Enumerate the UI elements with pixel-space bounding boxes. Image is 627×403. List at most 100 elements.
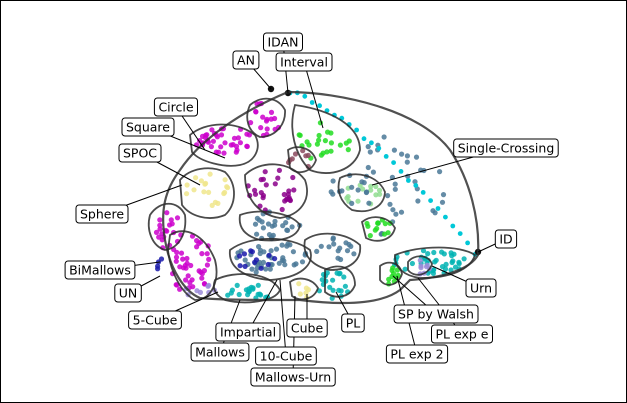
region-urn [407, 255, 433, 276]
data-point [157, 217, 163, 223]
region-impartial [229, 237, 312, 281]
data-point [314, 248, 320, 254]
data-point [296, 281, 302, 287]
label-single-crossing: Single-Crossing [453, 138, 559, 158]
label-five-cube: 5-Cube [128, 310, 182, 330]
data-point [199, 275, 205, 281]
label-box [494, 229, 518, 249]
data-point [448, 250, 454, 256]
data-point [367, 149, 373, 155]
data-point [330, 287, 336, 293]
data-point [328, 148, 334, 154]
label-text: PL [346, 316, 361, 331]
label-interval: Interval [275, 52, 333, 72]
label-pl-exp-e: PL exp e [431, 324, 493, 344]
data-point [279, 257, 285, 263]
label-circle: Circle [153, 97, 198, 117]
data-point [193, 175, 199, 181]
data-point [391, 160, 396, 166]
data-point [391, 271, 397, 277]
data-point [381, 231, 388, 237]
data-point [341, 274, 347, 280]
label-box [114, 283, 142, 303]
data-point [173, 258, 179, 264]
data-point [328, 189, 334, 195]
data-point [420, 248, 427, 254]
label-text: BiMallows [69, 263, 131, 278]
label-box [453, 138, 559, 158]
data-point [435, 206, 441, 211]
data-point [222, 189, 228, 196]
label-box [153, 97, 198, 117]
data-point [204, 132, 210, 138]
data-point [330, 178, 336, 184]
label-text: Mallows [195, 345, 245, 360]
data-point [191, 187, 197, 193]
data-point [383, 154, 389, 159]
data-point [385, 193, 391, 199]
data-point [218, 144, 224, 150]
data-point [425, 251, 431, 257]
region-mallows [212, 273, 281, 304]
label-box [190, 342, 250, 362]
data-point [173, 254, 180, 260]
data-point [206, 189, 212, 195]
data-point [229, 287, 235, 293]
data-point [234, 282, 240, 288]
data-point [430, 270, 436, 276]
region-rosy [287, 146, 317, 174]
data-point [246, 289, 252, 295]
data-point [157, 226, 163, 232]
data-point [317, 103, 322, 109]
label-box [215, 322, 281, 342]
label-box [255, 346, 317, 366]
data-point [276, 167, 282, 173]
data-point [349, 200, 355, 206]
label-text: 10-Cube [260, 349, 313, 364]
data-point [234, 147, 240, 153]
data-point [209, 202, 215, 208]
data-point [185, 273, 191, 279]
data-point [183, 277, 189, 283]
data-point [292, 151, 299, 157]
label-box [385, 344, 449, 364]
data-point [209, 127, 215, 133]
data-point [456, 259, 462, 265]
region-square [189, 123, 259, 167]
data-point [174, 215, 181, 221]
data-point [348, 243, 354, 249]
label-id: ID [494, 229, 518, 249]
data-point [377, 191, 383, 197]
data-point [174, 249, 180, 255]
data-point [242, 257, 248, 263]
data-point [266, 232, 273, 238]
data-point [351, 251, 357, 257]
data-point [337, 142, 343, 148]
label-box [465, 278, 497, 298]
region-cube [289, 277, 319, 301]
data-point [263, 182, 269, 188]
data-point [338, 256, 344, 263]
data-point [349, 184, 355, 190]
label-pl: PL [341, 313, 365, 333]
data-point [279, 206, 285, 213]
data-point [390, 265, 396, 271]
data-point [259, 219, 265, 225]
data-point [253, 109, 259, 115]
data-point [303, 285, 309, 291]
label-an: AN [232, 50, 260, 70]
label-box [232, 50, 260, 70]
data-point [164, 210, 170, 216]
label-text: Cube [291, 321, 324, 336]
data-point [236, 291, 242, 298]
data-point [268, 109, 275, 115]
data-point [260, 225, 266, 231]
label-box [263, 32, 303, 52]
data-point [328, 140, 334, 146]
data-point [198, 178, 204, 184]
data-point [273, 246, 280, 252]
data-point [297, 291, 303, 297]
data-point [249, 249, 255, 255]
label-mallows: Mallows [190, 342, 250, 362]
data-point [316, 132, 322, 139]
